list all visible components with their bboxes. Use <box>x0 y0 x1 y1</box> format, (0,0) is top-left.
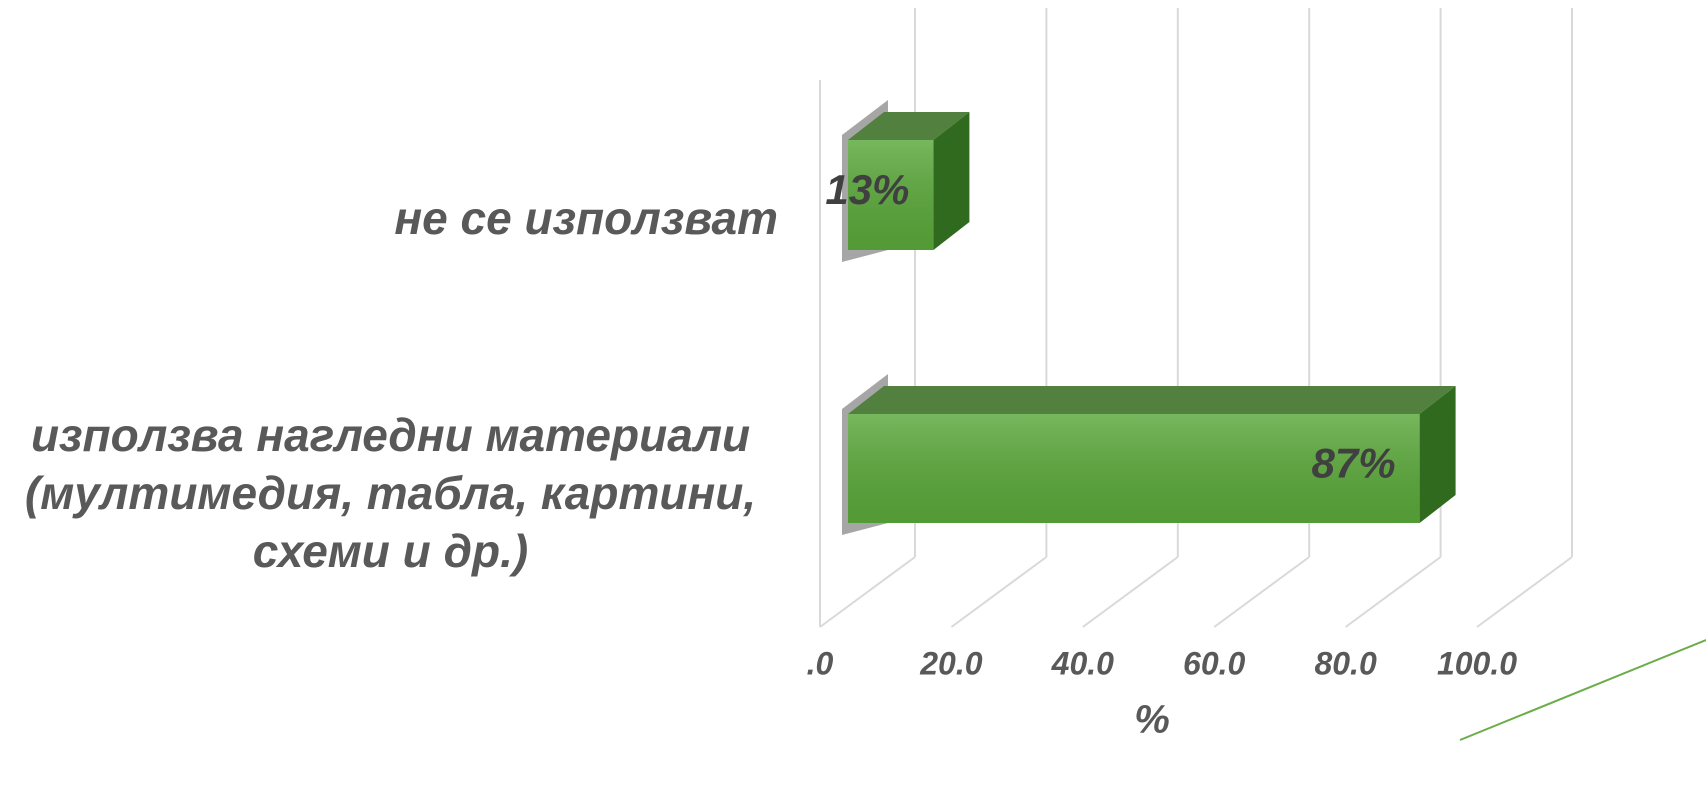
x-tick-label: .0 <box>807 645 834 681</box>
bar-top <box>848 112 970 140</box>
grid-line <box>819 556 916 628</box>
grid-line <box>1213 556 1310 628</box>
value-label: 13% <box>825 166 909 213</box>
x-axis-label: % <box>1134 698 1170 742</box>
decoration-line <box>1459 639 1706 741</box>
value-label: 87% <box>1312 440 1396 487</box>
bar-side <box>1419 386 1456 523</box>
x-tick-label: 40.0 <box>1051 645 1114 681</box>
bar-shade <box>848 414 1420 523</box>
category-label: използва нагледни материали (мултимедия,… <box>24 409 757 577</box>
x-tick-label: 100.0 <box>1437 645 1517 681</box>
grid-line <box>1082 556 1179 628</box>
category-label: не се използват <box>394 192 778 244</box>
grid-line <box>1345 556 1442 628</box>
x-tick-label: 60.0 <box>1183 645 1245 681</box>
bar-top <box>848 386 1456 414</box>
bar-side <box>933 112 970 250</box>
x-tick-label: 80.0 <box>1314 645 1376 681</box>
grid-line <box>950 556 1047 628</box>
x-tick-label: 20.0 <box>919 645 982 681</box>
bar-shade <box>848 140 934 250</box>
grid-line <box>1476 556 1573 628</box>
